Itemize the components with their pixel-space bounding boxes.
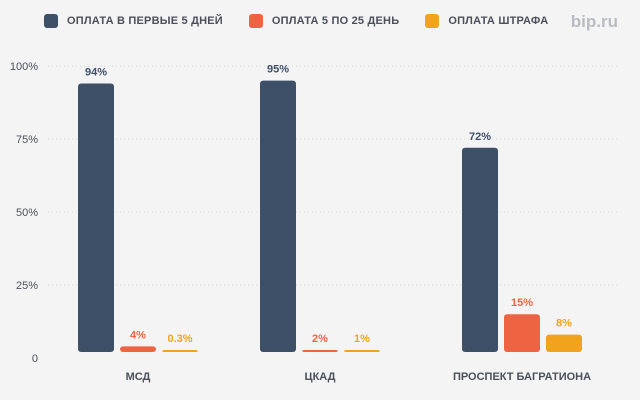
legend-swatch-series-2 [248, 14, 263, 28]
chart-legend: ОПЛАТА В ПЕРВЫЕ 5 ДНЕЙ ОПЛАТА 5 ПО 25 ДЕ… [44, 14, 574, 28]
y-tick-label: 0 [32, 353, 38, 365]
data-label: 1% [354, 333, 370, 345]
bar-series-1 [78, 83, 114, 353]
y-tick-label: 100% [10, 61, 38, 73]
data-label: 15% [511, 297, 533, 309]
y-tick-label: 25% [16, 280, 38, 292]
x-category-label: ПРОСПЕКТ БАГРАТИОНА [453, 371, 591, 383]
legend-item-series-1: ОПЛАТА В ПЕРВЫЕ 5 ДНЕЙ [44, 14, 223, 28]
bar-series-2 [120, 346, 156, 352]
bar-series-3 [344, 350, 380, 352]
legend-swatch-series-3 [425, 14, 440, 28]
legend-label-series-2: ОПЛАТА 5 ПО 25 ДЕНЬ [271, 15, 400, 27]
bar-series-2 [504, 314, 540, 352]
legend-item-series-2: ОПЛАТА 5 ПО 25 ДЕНЬ [248, 14, 400, 28]
bar-series-2 [302, 350, 338, 352]
data-label: 0.3% [167, 333, 192, 345]
data-label: 2% [312, 333, 328, 345]
legend-item-series-3: ОПЛАТА ШТРАФА [425, 14, 548, 28]
legend-label-series-3: ОПЛАТА ШТРАФА [448, 15, 549, 27]
data-label: 4% [130, 329, 146, 341]
brand-logo: bip.ru [570, 12, 618, 31]
data-label: 8% [556, 318, 572, 330]
y-tick-label: 75% [16, 134, 38, 146]
data-label: 95% [267, 64, 289, 76]
bar-series-1 [260, 80, 296, 352]
legend-label-series-1: ОПЛАТА В ПЕРВЫЕ 5 ДНЕЙ [67, 15, 223, 27]
legend-swatch-series-1 [44, 14, 58, 28]
bar-series-3 [546, 334, 582, 352]
bar-series-1 [462, 147, 498, 352]
data-label: 72% [469, 131, 491, 143]
x-category-label: МСД [126, 371, 151, 383]
x-category-label: ЦКАД [305, 371, 336, 383]
bar-series-3 [162, 350, 198, 352]
data-label: 94% [85, 67, 107, 79]
y-tick-label: 50% [16, 207, 38, 219]
